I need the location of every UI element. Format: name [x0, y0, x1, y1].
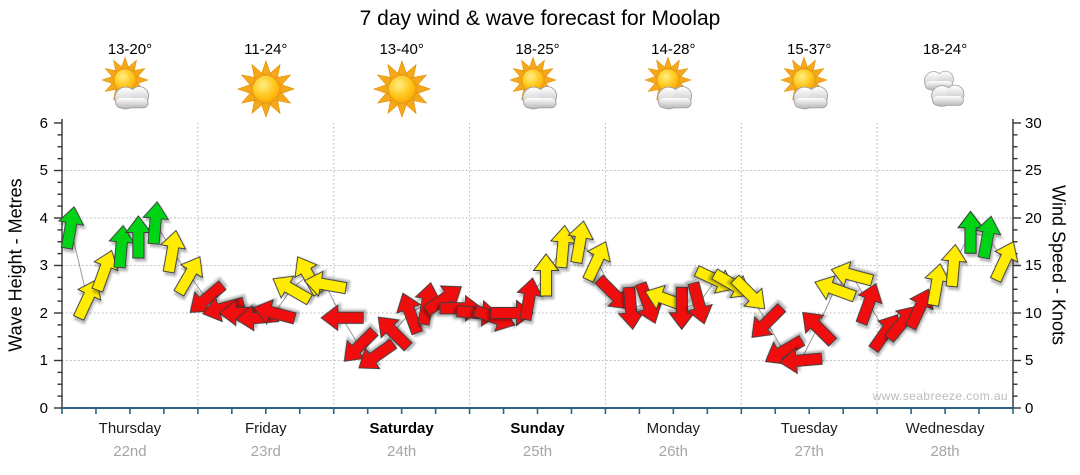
temp-range-label: 18-25° [515, 41, 560, 58]
wave-tick-label: 0 [39, 399, 48, 417]
day-name: Tuesday [780, 420, 838, 437]
wave-tick-label: 5 [39, 162, 48, 179]
wind-arrow-yellow [173, 256, 204, 297]
day-date: 28th [930, 443, 960, 460]
wind-arrow-yellow [567, 220, 594, 265]
wind-arrow-yellow [582, 241, 611, 283]
wind-tick-label: 15 [1025, 257, 1042, 274]
wave-tick-label: 6 [39, 114, 48, 132]
day-name: Thursday [98, 420, 162, 437]
wind-arrow-red [358, 338, 398, 370]
sunny-icon [372, 59, 431, 119]
day-date: 23rd [250, 443, 281, 460]
wind-axis-title: Wind Speed - Knots [1048, 184, 1069, 346]
wind-arrow-green [974, 215, 1002, 260]
weather-icon-sun-cloud [98, 55, 162, 123]
wind-tick-label: 30 [1025, 114, 1042, 132]
day-date: 24th [387, 443, 417, 460]
cloud-glyph [114, 86, 149, 110]
wind-arrow-red [904, 288, 934, 331]
wind-arrow-yellow [730, 274, 766, 310]
day-name: Sunday [510, 420, 565, 437]
temp-range-label: 13-20° [107, 41, 153, 58]
wind-arrow-yellow [830, 260, 875, 288]
wind-tick-label: 5 [1025, 352, 1034, 369]
weather-icon-sunny [234, 55, 298, 123]
temp-range-label: 14-28° [651, 41, 696, 58]
wave-tick-label: 4 [39, 209, 48, 227]
wind-arrow-yellow [272, 275, 313, 306]
weather-icon-sunny [370, 55, 434, 123]
wave-tick-label: 2 [39, 304, 48, 322]
wind-arrow-red [802, 311, 838, 347]
gridlines [62, 123, 1013, 408]
wind-arrow-yellow [303, 270, 348, 298]
wind-arrow-green [57, 206, 85, 250]
wind-arrow-red [396, 292, 424, 336]
temp-range-label: 11-24° [244, 41, 288, 58]
wind-arrow-red [751, 302, 787, 338]
wave-tick-label: 1 [39, 352, 48, 369]
wind-arrow-green [142, 201, 170, 245]
weather-icon-sun-cloud [777, 55, 841, 123]
weather-icon-cloudy [913, 55, 977, 123]
day-date: 26th [658, 443, 688, 460]
wind-tick-label: 0 [1025, 399, 1034, 417]
wave-axis-title: Wave Height - Metres [5, 178, 26, 352]
wind-arrow-yellow [159, 229, 187, 274]
wind-arrows [57, 201, 1019, 375]
cloud-glyph [657, 86, 693, 110]
page-title: 7 day wind & wave forecast for Moolap [359, 7, 721, 30]
wind-arrow-yellow [72, 279, 102, 321]
temp-range-label: 18-24° [922, 41, 968, 58]
day-name: Monday [646, 420, 701, 437]
day-name: Friday [244, 420, 287, 437]
wind-arrow-red [855, 282, 883, 326]
cloud-glyph [793, 86, 829, 110]
day-date: 22nd [113, 443, 147, 460]
wind-arrow-red [778, 347, 823, 375]
wind-arrow-red [686, 281, 713, 325]
sun-cloud-icon [101, 56, 149, 110]
wind-arrow-red [253, 298, 297, 326]
sunny-icon [236, 59, 295, 119]
sun-cloud-icon [508, 56, 557, 110]
wind-arrow-red [320, 304, 364, 332]
temp-range-label: 15-37° [787, 41, 832, 58]
sun-glyph [372, 59, 431, 119]
wind-arrow-yellow [940, 243, 968, 288]
sun-cloud-icon [780, 56, 829, 110]
wind-arrow-yellow [989, 241, 1019, 283]
weather-icon-sun-cloud [641, 55, 705, 123]
watermark: www.seabreeze.com.au [872, 389, 1008, 403]
day-date: 25th [522, 443, 553, 460]
wave-tick-label: 3 [39, 257, 48, 274]
sun-cloud-icon [644, 56, 693, 110]
wind-arrow-yellow [532, 253, 560, 297]
axis-lines [54, 119, 1021, 414]
wind-arrow-yellow [814, 275, 857, 303]
cloud-glyph [521, 86, 557, 110]
cloud-glyph [931, 84, 965, 107]
sun-glyph [236, 59, 295, 119]
weather-icon-sun-cloud [506, 55, 570, 123]
wind-arrow-red [377, 316, 413, 352]
day-date: 27th [794, 443, 824, 460]
wind-tick-label: 10 [1025, 304, 1042, 322]
day-name: Wednesday [905, 420, 985, 437]
wind-tick-label: 25 [1025, 162, 1042, 179]
day-name: Saturday [369, 420, 434, 437]
wind-tick-label: 20 [1025, 209, 1042, 227]
wind-arrow-yellow [91, 249, 119, 293]
wind-arrow-red [634, 281, 662, 325]
temp-range-label: 13-40° [379, 41, 424, 58]
cloudy-icon [924, 70, 965, 107]
